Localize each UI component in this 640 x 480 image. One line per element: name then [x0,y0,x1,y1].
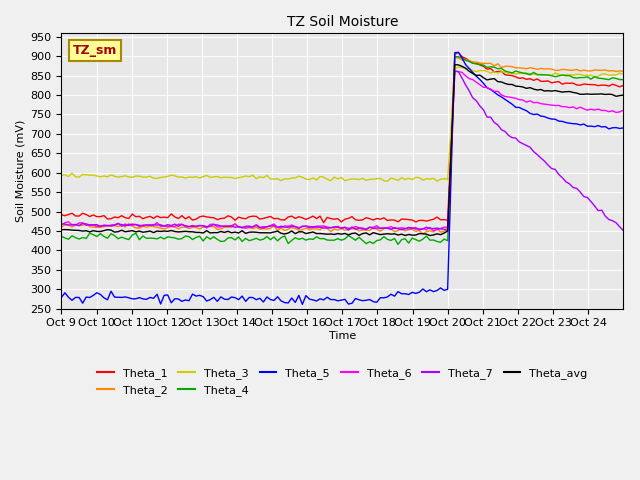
Theta_1 [320,220,328,226]
Theta_avg [523,85,531,91]
Theta_1 [598,82,605,88]
Line: Theta_7: Theta_7 [61,71,623,231]
Theta_3 [458,64,466,70]
Theta_1 [620,83,627,88]
Line: Theta_3: Theta_3 [61,67,623,181]
Theta_5 [454,49,462,55]
Theta_1 [171,214,179,220]
Theta_5 [598,124,605,130]
Theta_4 [369,240,377,246]
Theta_2 [58,224,65,230]
Theta_3 [369,176,377,182]
Theta_2 [523,66,531,72]
Theta_5 [426,287,434,293]
Line: Theta_6: Theta_6 [61,71,623,231]
Line: Theta_avg: Theta_avg [61,65,623,236]
Theta_avg [426,233,434,239]
Theta_7 [620,228,627,233]
Theta_2 [451,54,459,60]
Theta_1 [58,212,65,217]
Theta_avg [451,62,459,68]
Title: TZ Soil Moisture: TZ Soil Moisture [287,15,398,29]
Theta_avg [217,228,225,234]
Theta_7 [451,68,459,74]
Theta_6 [422,227,430,232]
Theta_2 [171,224,179,230]
Theta_5 [620,125,627,131]
Theta_avg [369,230,377,236]
X-axis label: Time: Time [329,331,356,341]
Theta_7 [369,226,377,231]
Theta_5 [58,295,65,300]
Theta_6 [58,222,65,228]
Theta_1 [373,216,381,221]
Theta_2 [217,226,225,232]
Theta_5 [523,108,531,114]
Theta_6 [369,225,377,230]
Theta_2 [419,231,427,237]
Theta_6 [429,228,437,234]
Theta_6 [171,224,179,229]
Line: Theta_2: Theta_2 [61,57,623,234]
Theta_6 [620,108,627,113]
Theta_4 [426,237,434,243]
Theta_7 [444,228,451,234]
Theta_1 [454,49,462,55]
Theta_7 [171,221,179,227]
Theta_7 [217,223,225,229]
Theta_2 [426,228,434,234]
Theta_4 [598,76,605,82]
Theta_2 [598,67,605,73]
Theta_5 [217,294,225,300]
Theta_7 [58,221,65,227]
Theta_2 [620,69,627,74]
Theta_3 [620,72,627,77]
Theta_3 [217,175,225,181]
Theta_3 [58,172,65,178]
Theta_3 [426,176,434,182]
Theta_6 [451,68,459,74]
Theta_avg [620,92,627,98]
Y-axis label: Soil Moisture (mV): Soil Moisture (mV) [15,120,25,222]
Theta_4 [58,233,65,239]
Line: Theta_4: Theta_4 [61,57,623,244]
Theta_5 [171,296,179,301]
Theta_4 [171,235,179,241]
Theta_5 [298,301,306,307]
Text: TZ_sm: TZ_sm [72,44,117,57]
Theta_1 [523,76,531,82]
Theta_avg [58,227,65,233]
Theta_4 [217,239,225,244]
Theta_3 [383,178,391,184]
Theta_3 [598,71,605,77]
Theta_6 [523,99,531,105]
Theta_4 [523,71,531,76]
Theta_6 [598,108,605,113]
Theta_7 [598,207,605,213]
Theta_avg [422,231,430,237]
Theta_4 [451,54,459,60]
Theta_1 [426,217,434,223]
Theta_1 [217,216,225,221]
Theta_4 [394,241,402,247]
Theta_6 [217,224,225,229]
Legend: Theta_1, Theta_2, Theta_3, Theta_4, Theta_5, Theta_6, Theta_7, Theta_avg: Theta_1, Theta_2, Theta_3, Theta_4, Thet… [93,364,592,400]
Theta_3 [171,173,179,179]
Theta_4 [620,77,627,83]
Theta_7 [422,224,430,230]
Line: Theta_1: Theta_1 [61,52,623,223]
Theta_avg [598,91,605,97]
Theta_5 [373,300,381,305]
Theta_avg [171,228,179,234]
Theta_2 [369,225,377,230]
Theta_3 [523,72,531,77]
Line: Theta_5: Theta_5 [61,52,623,304]
Theta_7 [523,143,531,148]
